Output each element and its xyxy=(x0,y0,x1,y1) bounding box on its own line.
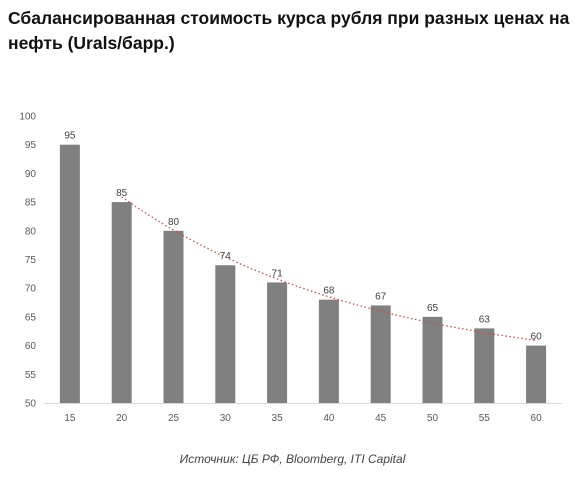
bar xyxy=(370,305,391,403)
x-tick-label: 50 xyxy=(427,413,439,424)
y-tick-label: 75 xyxy=(25,255,37,266)
bar xyxy=(111,202,132,403)
x-tick-label: 60 xyxy=(531,413,543,424)
source-note: Источник: ЦБ РФ, Bloomberg, ITI Capital xyxy=(179,452,406,466)
data-label: 85 xyxy=(116,188,128,199)
y-tick-label: 100 xyxy=(19,112,36,123)
bar xyxy=(526,345,547,403)
y-tick-label: 60 xyxy=(25,341,37,352)
x-tick-label: 15 xyxy=(64,413,76,424)
y-tick-label: 80 xyxy=(25,226,37,237)
bar xyxy=(215,265,236,403)
data-label: 65 xyxy=(427,303,439,314)
x-tick-label: 25 xyxy=(168,413,180,424)
chart-axes: 50 55 60 65 70 75 80 85 90 95 100 15 20 25 30 35 40 45 50 5… xyxy=(19,112,562,424)
data-label: 80 xyxy=(168,217,180,228)
y-tick-label: 85 xyxy=(25,198,37,209)
y-tick-label: 50 xyxy=(25,399,37,410)
x-tick-label: 40 xyxy=(323,413,335,424)
x-tick-label: 55 xyxy=(479,413,491,424)
x-tick-label: 30 xyxy=(220,413,232,424)
x-tick-label: 35 xyxy=(272,413,284,424)
data-label: 95 xyxy=(64,131,76,142)
chart-bars xyxy=(59,144,547,403)
bar xyxy=(318,299,339,403)
x-tick-label: 20 xyxy=(116,413,128,424)
y-tick-label: 55 xyxy=(25,370,37,381)
chart-data-labels: 95 85 80 74 71 68 67 65 63 60 xyxy=(64,131,542,343)
data-label: 71 xyxy=(272,268,284,279)
bar xyxy=(422,316,443,403)
bar xyxy=(267,282,288,403)
y-tick-label: 65 xyxy=(25,312,37,323)
y-tick-label: 70 xyxy=(25,284,37,295)
y-tick-label: 90 xyxy=(25,169,37,180)
x-tick-label: 45 xyxy=(375,413,387,424)
page-title: Сбалансированная стоимость курса рубля п… xyxy=(8,8,570,53)
bar xyxy=(59,144,80,403)
chart-trendline xyxy=(121,196,537,342)
trendline-path xyxy=(121,196,537,342)
data-label: 63 xyxy=(479,314,491,325)
data-label: 60 xyxy=(531,332,543,343)
data-label: 68 xyxy=(323,286,335,297)
data-label: 67 xyxy=(375,291,387,302)
data-label: 74 xyxy=(220,251,232,262)
y-tick-label: 95 xyxy=(25,140,37,151)
bar xyxy=(163,230,184,403)
bar xyxy=(474,328,495,403)
